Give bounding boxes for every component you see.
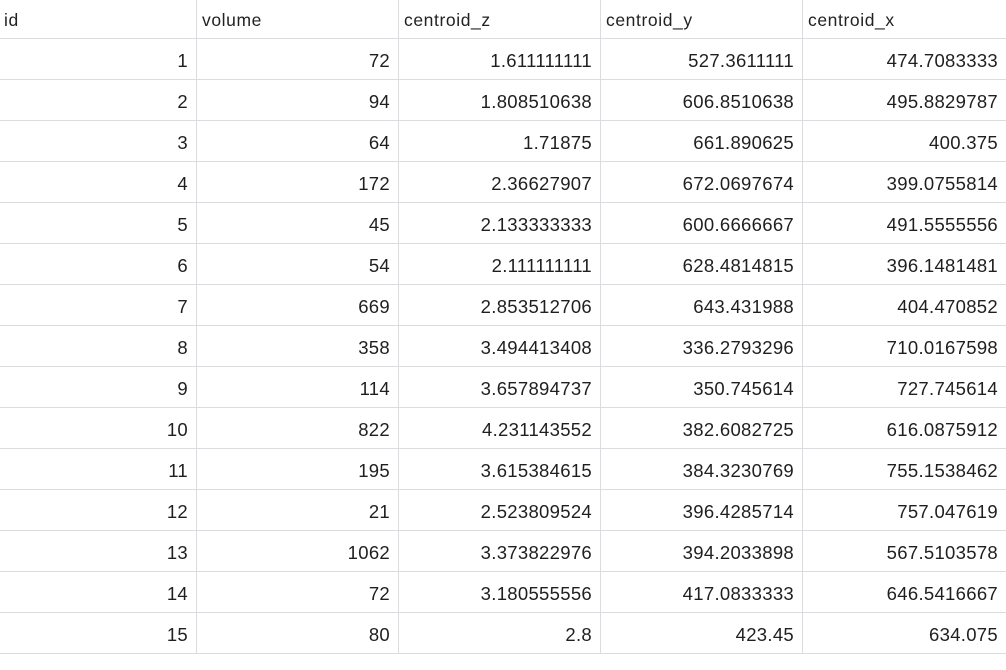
cell-centroid-z[interactable]: 1.808510638	[398, 79, 601, 121]
table-row: 13 1062 3.373822976 394.2033898 567.5103578	[0, 530, 1006, 572]
cell-volume[interactable]: 64	[196, 120, 399, 162]
cell-centroid-z[interactable]: 2.523809524	[398, 489, 601, 531]
table-row: 4 172 2.36627907 672.0697674 399.0755814	[0, 161, 1006, 203]
cell-centroid-y[interactable]: 527.3611111	[600, 38, 803, 80]
cell-centroid-y[interactable]: 394.2033898	[600, 530, 803, 572]
cell-centroid-x[interactable]: 727.745614	[802, 366, 1006, 408]
cell-centroid-z[interactable]: 4.231143552	[398, 407, 601, 449]
cell-centroid-x[interactable]: 567.5103578	[802, 530, 1006, 572]
cell-id[interactable]: 11	[0, 448, 197, 490]
cell-id[interactable]: 15	[0, 612, 197, 654]
cell-centroid-z[interactable]: 3.373822976	[398, 530, 601, 572]
header-cell-centroid-x[interactable]: centroid_x	[802, 0, 1006, 39]
cell-centroid-x[interactable]: 755.1538462	[802, 448, 1006, 490]
cell-centroid-x[interactable]: 634.075	[802, 612, 1006, 654]
cell-id[interactable]: 8	[0, 325, 197, 367]
cell-centroid-y[interactable]: 384.3230769	[600, 448, 803, 490]
cell-centroid-y[interactable]: 336.2793296	[600, 325, 803, 367]
cell-centroid-z[interactable]: 2.853512706	[398, 284, 601, 326]
cell-centroid-z[interactable]: 3.494413408	[398, 325, 601, 367]
table-row: 5 45 2.133333333 600.6666667 491.5555556	[0, 202, 1006, 244]
cell-centroid-z[interactable]: 1.71875	[398, 120, 601, 162]
cell-volume[interactable]: 195	[196, 448, 399, 490]
cell-centroid-y[interactable]: 606.8510638	[600, 79, 803, 121]
table-row: 10 822 4.231143552 382.6082725 616.0875912	[0, 407, 1006, 449]
cell-centroid-y[interactable]: 423.45	[600, 612, 803, 654]
cell-volume[interactable]: 1062	[196, 530, 399, 572]
cell-id[interactable]: 10	[0, 407, 197, 449]
cell-volume[interactable]: 21	[196, 489, 399, 531]
cell-volume[interactable]: 669	[196, 284, 399, 326]
cell-volume[interactable]: 72	[196, 38, 399, 80]
cell-centroid-y[interactable]: 382.6082725	[600, 407, 803, 449]
cell-centroid-y[interactable]: 417.0833333	[600, 571, 803, 613]
cell-id[interactable]: 6	[0, 243, 197, 285]
header-cell-id[interactable]: id	[0, 0, 197, 39]
cell-centroid-x[interactable]: 399.0755814	[802, 161, 1006, 203]
cell-id[interactable]: 4	[0, 161, 197, 203]
cell-volume[interactable]: 72	[196, 571, 399, 613]
cell-centroid-z[interactable]: 2.133333333	[398, 202, 601, 244]
table-row: 3 64 1.71875 661.890625 400.375	[0, 120, 1006, 162]
cell-id[interactable]: 14	[0, 571, 197, 613]
cell-centroid-x[interactable]: 474.7083333	[802, 38, 1006, 80]
header-cell-centroid-z[interactable]: centroid_z	[398, 0, 601, 39]
cell-centroid-y[interactable]: 628.4814815	[600, 243, 803, 285]
cell-centroid-y[interactable]: 672.0697674	[600, 161, 803, 203]
cell-centroid-x[interactable]: 404.470852	[802, 284, 1006, 326]
header-row: id volume centroid_z centroid_y centroid…	[0, 0, 1006, 39]
cell-centroid-z[interactable]: 1.611111111	[398, 38, 601, 80]
cell-centroid-y[interactable]: 600.6666667	[600, 202, 803, 244]
cell-centroid-x[interactable]: 491.5555556	[802, 202, 1006, 244]
cell-centroid-z[interactable]: 2.36627907	[398, 161, 601, 203]
table-row: 15 80 2.8 423.45 634.075	[0, 612, 1006, 654]
cell-id[interactable]: 12	[0, 489, 197, 531]
cell-id[interactable]: 13	[0, 530, 197, 572]
table-row: 12 21 2.523809524 396.4285714 757.047619	[0, 489, 1006, 531]
cell-id[interactable]: 2	[0, 79, 197, 121]
cell-centroid-x[interactable]: 710.0167598	[802, 325, 1006, 367]
cell-volume[interactable]: 94	[196, 79, 399, 121]
cell-centroid-x[interactable]: 616.0875912	[802, 407, 1006, 449]
cell-volume[interactable]: 54	[196, 243, 399, 285]
table-row: 2 94 1.808510638 606.8510638 495.8829787	[0, 79, 1006, 121]
table-row: 6 54 2.111111111 628.4814815 396.1481481	[0, 243, 1006, 285]
cell-centroid-x[interactable]: 646.5416667	[802, 571, 1006, 613]
cell-centroid-z[interactable]: 3.180555556	[398, 571, 601, 613]
table-row: 8 358 3.494413408 336.2793296 710.0167598	[0, 325, 1006, 367]
cell-volume[interactable]: 45	[196, 202, 399, 244]
cell-centroid-y[interactable]: 661.890625	[600, 120, 803, 162]
cell-id[interactable]: 5	[0, 202, 197, 244]
table-row: 11 195 3.615384615 384.3230769 755.1538462	[0, 448, 1006, 490]
cell-centroid-x[interactable]: 396.1481481	[802, 243, 1006, 285]
cell-centroid-x[interactable]: 400.375	[802, 120, 1006, 162]
table-row: 14 72 3.180555556 417.0833333 646.5416667	[0, 571, 1006, 613]
cell-centroid-z[interactable]: 3.657894737	[398, 366, 601, 408]
header-cell-centroid-y[interactable]: centroid_y	[600, 0, 803, 39]
data-table: id volume centroid_z centroid_y centroid…	[0, 0, 1006, 654]
table-row: 9 114 3.657894737 350.745614 727.745614	[0, 366, 1006, 408]
cell-id[interactable]: 3	[0, 120, 197, 162]
cell-id[interactable]: 7	[0, 284, 197, 326]
cell-volume[interactable]: 114	[196, 366, 399, 408]
cell-centroid-y[interactable]: 350.745614	[600, 366, 803, 408]
cell-centroid-y[interactable]: 396.4285714	[600, 489, 803, 531]
cell-volume[interactable]: 80	[196, 612, 399, 654]
cell-id[interactable]: 1	[0, 38, 197, 80]
cell-centroid-x[interactable]: 757.047619	[802, 489, 1006, 531]
cell-centroid-x[interactable]: 495.8829787	[802, 79, 1006, 121]
cell-volume[interactable]: 172	[196, 161, 399, 203]
cell-volume[interactable]: 358	[196, 325, 399, 367]
header-cell-volume[interactable]: volume	[196, 0, 399, 39]
cell-centroid-z[interactable]: 2.111111111	[398, 243, 601, 285]
cell-volume[interactable]: 822	[196, 407, 399, 449]
table-row: 1 72 1.611111111 527.3611111 474.7083333	[0, 38, 1006, 80]
table-row: 7 669 2.853512706 643.431988 404.470852	[0, 284, 1006, 326]
cell-centroid-y[interactable]: 643.431988	[600, 284, 803, 326]
cell-centroid-z[interactable]: 2.8	[398, 612, 601, 654]
cell-centroid-z[interactable]: 3.615384615	[398, 448, 601, 490]
cell-id[interactable]: 9	[0, 366, 197, 408]
